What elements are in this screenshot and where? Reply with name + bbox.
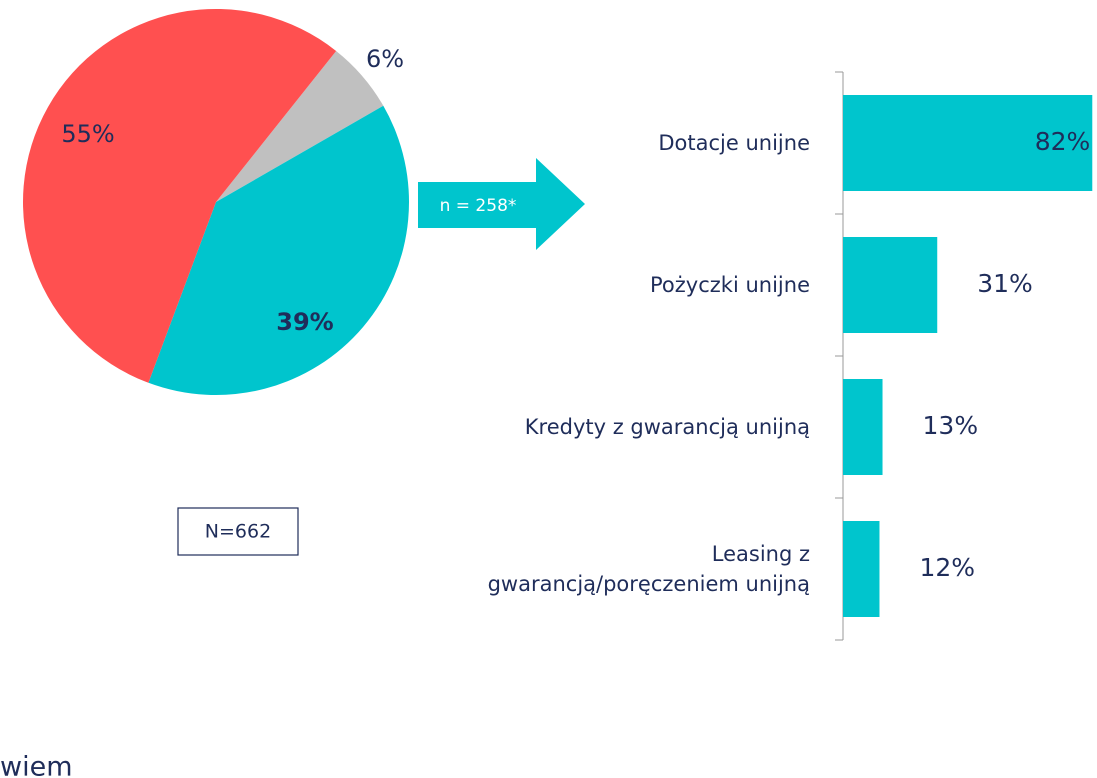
- bar-value-label: 82%: [1035, 127, 1091, 156]
- bar: [843, 379, 883, 475]
- bar: [843, 95, 1093, 191]
- pie-slice: [216, 50, 384, 202]
- pie-label: 39%: [276, 308, 333, 336]
- pie-label: 6%: [366, 45, 404, 73]
- subsample-note: n = 258*: [440, 196, 517, 216]
- category-label: Dotacje unijne: [658, 131, 810, 155]
- bar-value-label: 31%: [977, 269, 1033, 298]
- pie-slice: [22, 8, 337, 383]
- arrow: [418, 158, 585, 250]
- category-label: Kredyty z gwarancją unijną: [524, 415, 810, 439]
- category-label: Leasing z gwarancją/poręczeniem unijną: [487, 542, 810, 596]
- bar-value-label: 13%: [923, 411, 979, 440]
- sample-box: [177, 507, 299, 556]
- bar-value-label: 12%: [919, 553, 975, 582]
- pie-slice: [148, 105, 409, 395]
- pie-label: 55%: [61, 120, 114, 148]
- bar: [843, 237, 938, 333]
- sample-note: N=662: [205, 521, 271, 543]
- bar: [843, 521, 880, 617]
- cut-text: wiem: [0, 752, 73, 778]
- category-label: Pożyczki unijne: [650, 273, 810, 297]
